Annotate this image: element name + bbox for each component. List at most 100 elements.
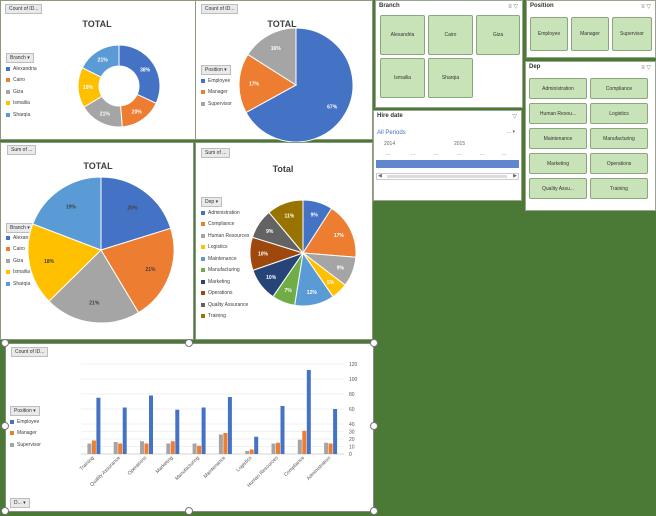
slicer-item-supervisor[interactable]: Supervisor — [612, 17, 652, 51]
bar-employee[interactable] — [96, 397, 101, 454]
slicer-item-administration[interactable]: Administration — [529, 78, 587, 99]
scroll-thumb[interactable] — [387, 175, 507, 178]
bar-manager[interactable] — [91, 440, 96, 455]
resize-handle[interactable] — [185, 339, 193, 347]
slicer-item-manager[interactable]: Manager — [571, 17, 609, 51]
branch-legend-filter[interactable]: Branch — [6, 53, 34, 63]
pie-slice[interactable] — [118, 44, 161, 104]
pie-slice[interactable] — [247, 27, 297, 86]
bar-supervisor[interactable] — [87, 443, 92, 455]
scroll-left-icon[interactable]: ◀ — [378, 173, 382, 179]
slicer-item-manufacturing[interactable]: Manufacturing — [590, 128, 648, 149]
slicer-item-alexandria[interactable]: Alexandria — [380, 15, 425, 55]
pie-slice[interactable] — [268, 199, 304, 255]
bar-employee[interactable] — [149, 395, 153, 455]
bar-manager[interactable] — [223, 433, 228, 454]
branch-donut-panel[interactable]: Count of ID... TOTAL Branch Alexandria Ca… — [0, 0, 196, 140]
slicer-item-sharqia[interactable]: Sharqia — [428, 58, 473, 98]
bar-supervisor[interactable] — [192, 443, 197, 455]
slicer-item-logistics[interactable]: Logistics — [590, 103, 648, 124]
count-of-id-field-button[interactable]: Count of ID... — [11, 347, 49, 357]
bar-employee[interactable] — [175, 409, 180, 454]
slicer-item-compliance[interactable]: Compliance — [590, 78, 648, 99]
dep-bar-panel[interactable]: Count of ID... Position Employee Manager S… — [5, 343, 374, 512]
multi-select-icon[interactable]: ≡ — [641, 4, 645, 10]
bar-employee[interactable] — [333, 409, 338, 454]
position-slicer[interactable]: Position ≡ ▽ Employee Manager Supervisor — [526, 0, 656, 58]
bar-employee[interactable] — [254, 436, 259, 454]
position-legend-filter[interactable]: Position — [201, 65, 231, 75]
pie-slice[interactable] — [100, 176, 172, 251]
slicer-item-employee[interactable]: Employee — [530, 17, 568, 51]
resize-handle[interactable] — [185, 507, 193, 515]
multi-select-icon[interactable]: ≡ — [641, 65, 645, 71]
bar-employee[interactable] — [227, 397, 232, 454]
scroll-right-icon[interactable]: ▶ — [513, 173, 517, 179]
bar-supervisor[interactable] — [297, 439, 302, 454]
bar-supervisor[interactable] — [166, 443, 171, 455]
bar-manager[interactable] — [249, 449, 254, 455]
sum-field-button[interactable]: Sum of ... — [7, 145, 37, 155]
slicer-item-ismailia[interactable]: Ismailia — [380, 58, 425, 98]
bar-supervisor[interactable] — [140, 441, 144, 454]
pie-slice[interactable] — [48, 249, 140, 324]
clear-filter-icon[interactable]: ▽ — [646, 4, 651, 10]
clear-filter-icon[interactable]: ▽ — [513, 4, 518, 10]
slicer-item-training[interactable]: Training — [590, 178, 648, 199]
bar-supervisor[interactable] — [271, 443, 276, 455]
dep-pie-panel[interactable]: Sum of ... Total Dep Administration Compl… — [195, 142, 373, 340]
clear-filter-icon[interactable]: ▽ — [512, 114, 517, 120]
pie-slice[interactable] — [32, 176, 102, 251]
position-legend-filter[interactable]: Position — [10, 406, 40, 416]
bar-manager[interactable] — [328, 443, 333, 455]
slicer-item-maintenance[interactable]: Maintenance — [529, 128, 587, 149]
bar-manager[interactable] — [118, 443, 123, 455]
legend-swatch — [201, 314, 205, 319]
resize-handle[interactable] — [370, 422, 378, 430]
bar-manager[interactable] — [144, 443, 149, 455]
pie-slice[interactable] — [81, 44, 120, 78]
bar-employee[interactable] — [280, 406, 285, 454]
slicer-item-cairo[interactable]: Cairo — [428, 15, 473, 55]
bar-employee[interactable] — [201, 407, 206, 455]
hire-date-timeline[interactable]: Hire date ▽ All Periods ... ▾ 2014 2015 … — [373, 110, 522, 201]
sum-field-button[interactable]: Sum of ... — [201, 148, 231, 158]
pie-slice[interactable] — [245, 27, 354, 143]
resize-handle[interactable] — [1, 339, 9, 347]
pie-slice[interactable] — [100, 227, 175, 314]
axis-field-button[interactable]: D... — [10, 498, 30, 508]
bar-manager[interactable] — [197, 445, 202, 454]
bar-employee[interactable] — [122, 407, 127, 455]
slicer-item-operations[interactable]: Operations — [590, 153, 648, 174]
slicer-item-marketing[interactable]: Marketing — [529, 153, 587, 174]
branch-pie-panel[interactable]: Sum of ... TOTAL Branch AlexandriaCairoG… — [0, 142, 194, 340]
resize-handle[interactable] — [1, 422, 9, 430]
pie-slice[interactable] — [238, 53, 297, 114]
resize-handle[interactable] — [370, 339, 378, 347]
multi-select-icon[interactable]: ≡ — [508, 4, 512, 10]
bar-supervisor[interactable] — [245, 451, 250, 454]
pie-slice[interactable] — [302, 207, 357, 258]
slicer-item-giza[interactable]: Giza — [476, 15, 520, 55]
bar-manager[interactable] — [170, 441, 175, 454]
resize-handle[interactable] — [1, 507, 9, 515]
clear-filter-icon[interactable]: ▽ — [646, 65, 651, 71]
resize-handle[interactable] — [370, 507, 378, 515]
slicer-item-human-resources[interactable]: Human Resou... — [529, 103, 587, 124]
branch-slicer[interactable]: Branch ≡ ▽ Alexandria Cairo Giza Ismaili… — [375, 0, 523, 108]
bar-employee[interactable] — [306, 370, 311, 454]
bar-supervisor[interactable] — [113, 442, 118, 454]
dep-slicer[interactable]: Dep ≡ ▽ Administration Compliance Human … — [525, 61, 656, 211]
timeline-bar[interactable] — [376, 160, 519, 168]
slicer-item-quality-assurance[interactable]: Quality Assu... — [529, 178, 587, 199]
bar-supervisor[interactable] — [218, 434, 223, 455]
bar-supervisor[interactable] — [324, 442, 329, 454]
count-of-id-field-button[interactable]: Count of ID... — [5, 4, 43, 14]
timeline-scrollbar[interactable]: ◀ ▶ — [376, 173, 519, 180]
bar-manager[interactable] — [276, 442, 280, 454]
dep-legend-filter[interactable]: Dep — [201, 197, 223, 207]
bar-manager[interactable] — [302, 430, 307, 454]
position-pie-panel[interactable]: Count of ID... TOTAL Position Employee Ma… — [195, 0, 373, 143]
count-of-id-field-button[interactable]: Count of ID... — [201, 4, 239, 14]
timeline-unit-dropdown[interactable]: ... ▾ — [506, 129, 515, 135]
